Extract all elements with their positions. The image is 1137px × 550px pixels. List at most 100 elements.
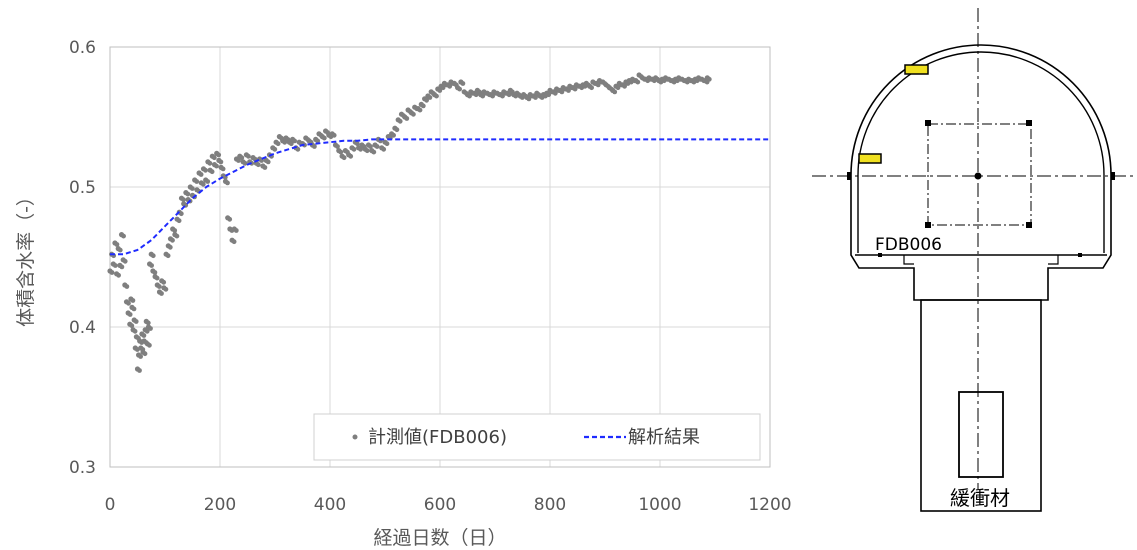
sensor-marker [858, 153, 882, 164]
data-point [236, 158, 241, 163]
data-point [615, 85, 621, 91]
y-tick-label: 0.6 [69, 38, 96, 58]
wall-mark [847, 172, 851, 180]
x-tick-label: 1200 [748, 495, 791, 515]
data-point [185, 191, 191, 197]
data-point [595, 82, 601, 88]
data-point [142, 351, 148, 357]
data-point [216, 152, 222, 158]
data-point [282, 139, 288, 145]
tunnel-inner-lining [857, 51, 1105, 253]
data-point [424, 97, 429, 103]
data-point [315, 138, 321, 144]
data-point [127, 312, 133, 317]
data-point [131, 306, 137, 312]
data-point [116, 272, 121, 278]
data-point [214, 163, 219, 169]
sensor-marker [904, 64, 929, 75]
y-tick-label: 0.4 [69, 318, 96, 338]
data-point [194, 179, 200, 184]
data-point [172, 228, 178, 233]
data-point [167, 244, 173, 250]
data-point [335, 144, 340, 149]
data-point [559, 89, 565, 95]
data-point [381, 146, 387, 152]
data-point [205, 179, 211, 184]
sensor-node [925, 222, 931, 228]
data-point [154, 275, 160, 281]
sensor-node [1026, 222, 1032, 228]
data-point [145, 320, 151, 326]
data-point [152, 270, 158, 275]
data-point [141, 333, 147, 338]
data-point [506, 92, 512, 98]
data-point [427, 95, 433, 100]
data-point [165, 253, 171, 259]
plot-area-border [109, 46, 771, 468]
data-point [447, 83, 453, 89]
data-point [189, 186, 195, 191]
data-point [437, 88, 443, 93]
data-point [137, 368, 142, 373]
data-point [272, 146, 278, 152]
data-point [411, 111, 416, 117]
data-point [589, 85, 594, 91]
legend: 計測値(FDB006) 解析結果 [313, 413, 761, 461]
data-point [178, 211, 184, 217]
data-point [138, 354, 144, 359]
data-point [126, 300, 131, 306]
buffer-material-label: 緩衝材 [950, 486, 1010, 510]
data-point [533, 95, 538, 100]
data-point [275, 141, 281, 147]
data-point [354, 141, 360, 147]
data-point [246, 153, 251, 159]
legend-box [313, 413, 761, 461]
floor-mark [1078, 253, 1082, 257]
data-point [242, 160, 248, 166]
floor-step [903, 255, 1059, 265]
y-tick-label: 0.3 [69, 458, 96, 478]
data-point [331, 132, 337, 138]
data-point [288, 141, 294, 147]
data-point [220, 166, 226, 172]
data-point [480, 93, 486, 99]
data-point [467, 93, 472, 99]
data-point [312, 144, 317, 149]
data-point [391, 132, 396, 138]
measurement-point-label: FDB006 [875, 235, 942, 255]
data-point [150, 253, 156, 259]
x-axis-title: 経過日数（日） [373, 527, 506, 549]
x-tick-label: 200 [204, 495, 236, 515]
data-point [572, 86, 578, 92]
data-point [500, 93, 505, 99]
data-point [338, 149, 344, 155]
data-point [302, 142, 307, 148]
data-point [176, 218, 182, 224]
data-point [265, 159, 271, 165]
data-point [368, 144, 373, 149]
data-point [358, 146, 363, 152]
data-point [170, 237, 175, 243]
sensor-node [925, 120, 931, 126]
data-point [147, 342, 152, 348]
data-point [130, 298, 136, 303]
data-point [566, 88, 571, 93]
data-point [434, 93, 439, 99]
data-point [233, 228, 239, 233]
data-point [473, 92, 479, 98]
x-axis-ticks: 0 200 400 600 800 1000 1200 [105, 495, 792, 515]
floor-mark [878, 253, 882, 257]
data-point [207, 160, 213, 166]
data-point [295, 146, 301, 152]
data-point [211, 155, 217, 161]
center-node [974, 172, 982, 180]
wall-mark [1111, 172, 1115, 180]
chart: 0.3 0.4 0.5 0.6 0 200 400 600 800 1000 1200 経過日数（… [15, 38, 792, 549]
data-point [612, 89, 618, 95]
data-point [225, 180, 230, 186]
data-point [231, 239, 237, 245]
data-point [124, 284, 130, 289]
data-point [457, 86, 462, 92]
data-point [348, 153, 354, 159]
x-tick-label: 0 [105, 495, 116, 515]
